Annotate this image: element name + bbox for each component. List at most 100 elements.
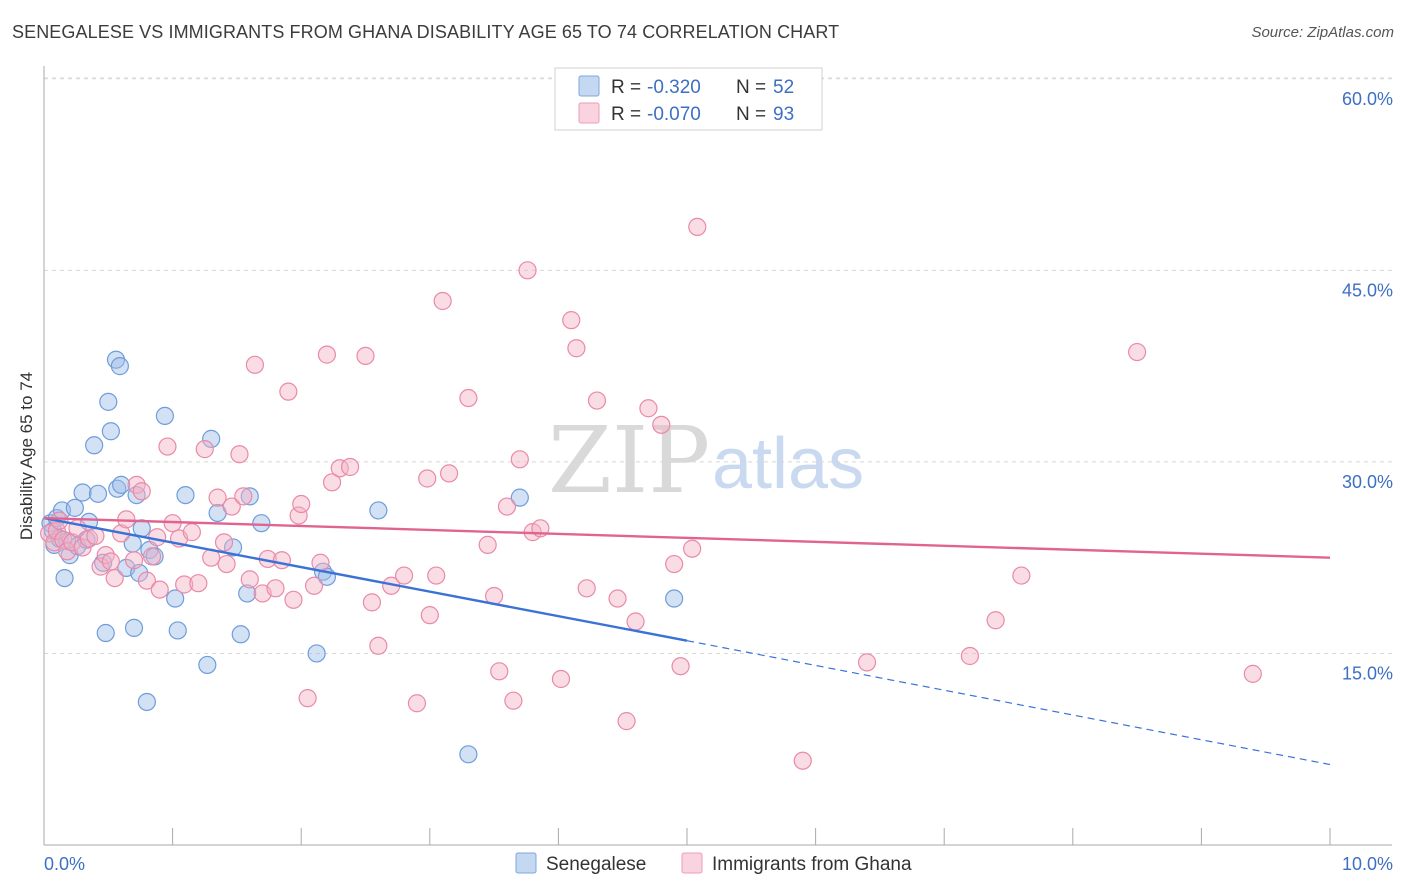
ghana-point <box>137 571 156 590</box>
ghana-point <box>407 694 427 713</box>
y-tick-label: 30.0% <box>1342 472 1393 492</box>
ghana-point <box>420 606 439 625</box>
ghana-point <box>577 579 596 598</box>
senegalese-point <box>168 621 187 640</box>
senegalese-point <box>231 625 250 644</box>
ghana-point <box>208 488 227 507</box>
ghana-point <box>189 574 208 593</box>
ghana-point <box>433 291 452 311</box>
trend-lines <box>43 516 1331 766</box>
ghana-point <box>439 464 459 483</box>
ghana-point <box>427 566 446 585</box>
legend-bottom-swatch-ghana <box>681 852 703 874</box>
ghana-point <box>101 552 120 571</box>
ghana-point <box>1012 566 1031 585</box>
senegalese-point <box>202 429 221 448</box>
legend-r-label-1: R = <box>611 77 641 98</box>
ghana-point <box>148 528 167 547</box>
ghana-point <box>478 535 497 554</box>
senegalese-point <box>240 487 259 506</box>
ghana-point <box>298 689 317 708</box>
ghana-point <box>340 457 360 477</box>
chart-title: SENEGALESE VS IMMIGRANTS FROM GHANA DISA… <box>12 22 840 42</box>
ghana-point <box>418 469 437 488</box>
ghana-point <box>960 646 980 666</box>
watermark-zip: ZIP <box>548 407 710 514</box>
ghana-point <box>510 450 529 469</box>
ghana-point <box>91 557 110 576</box>
ghana-point <box>504 691 523 710</box>
ghana-point <box>497 497 517 516</box>
senegalese-point <box>55 568 74 588</box>
ghana-point <box>683 539 702 558</box>
senegalese-point <box>96 623 115 643</box>
ghana-point <box>142 547 162 566</box>
ghana-point <box>266 579 285 598</box>
senegalese-point <box>510 488 529 507</box>
ghana-point <box>222 497 241 516</box>
ghana-point <box>562 311 581 330</box>
y-tick-label: 15.0% <box>1342 663 1393 683</box>
ghana-point <box>292 494 311 514</box>
ghana-point <box>272 551 292 570</box>
ghana-point <box>322 473 342 492</box>
senegalese-point <box>110 357 129 376</box>
ghana-point <box>617 712 636 731</box>
senegalese-point <box>459 745 478 764</box>
senegalese-point <box>307 644 326 663</box>
senegalese-trend-line <box>43 516 688 642</box>
x-tick-label-max: 10.0% <box>1342 854 1393 874</box>
senegalese-point <box>252 514 271 533</box>
ghana-point <box>317 345 337 364</box>
ghana-point <box>182 523 201 542</box>
ghana-point <box>688 217 707 237</box>
ghana-point <box>124 551 144 570</box>
ghana-point <box>132 482 151 501</box>
senegalese-point <box>369 501 388 520</box>
ghana-point <box>639 399 658 418</box>
ghana-point <box>394 566 414 585</box>
senegalese-point <box>166 589 185 608</box>
ghana-point <box>304 576 324 595</box>
x-axis-ticks <box>43 828 1331 845</box>
senegalese-point <box>176 485 195 505</box>
ghana-point <box>240 570 259 589</box>
senegalese-point <box>88 484 108 503</box>
y-tick-labels: 15.0% 30.0% 45.0% 60.0% <box>1342 89 1393 684</box>
ghana-point <box>279 382 298 401</box>
ghana-point <box>986 611 1005 630</box>
legend-n-value-2: 93 <box>773 104 794 125</box>
legend-r-value-1: -0.320 <box>647 77 701 98</box>
senegalese-point <box>101 422 120 441</box>
watermark-atlas: atlas <box>712 424 864 504</box>
ghana-point <box>245 355 265 374</box>
ghana-point <box>567 339 586 358</box>
senegalese-point <box>137 692 156 712</box>
ghana-point <box>284 590 303 609</box>
legend-n-label-1: N = <box>736 77 766 98</box>
ghana-point <box>1127 342 1147 362</box>
ghana-point <box>608 589 627 608</box>
x-tick-label-min: 0.0% <box>44 854 85 874</box>
y-tick-label: 60.0% <box>1342 89 1393 109</box>
senegalese-point <box>155 406 174 426</box>
ghana-point <box>1243 664 1262 683</box>
senegalese-point <box>198 655 217 675</box>
legend-bottom: Senegalese Immigrants from Ghana <box>515 852 912 875</box>
ghana-point <box>230 445 249 464</box>
ghana-point <box>369 636 388 655</box>
legend-top: R = -0.320 N = 52 R = -0.070 N = 93 <box>554 67 823 131</box>
ghana-point <box>362 593 382 612</box>
y-tick-label: 45.0% <box>1342 280 1393 300</box>
ghana-point <box>150 580 169 599</box>
ghana-point <box>518 261 537 280</box>
ghana-point <box>73 538 92 557</box>
senegalese-point <box>73 483 92 502</box>
senegalese-trend-extension <box>686 640 1331 766</box>
ghana-point <box>356 346 375 365</box>
senegalese-point <box>665 589 684 608</box>
ghana-point <box>652 415 671 434</box>
ghana-point <box>671 657 690 676</box>
ghana-point <box>490 662 509 681</box>
